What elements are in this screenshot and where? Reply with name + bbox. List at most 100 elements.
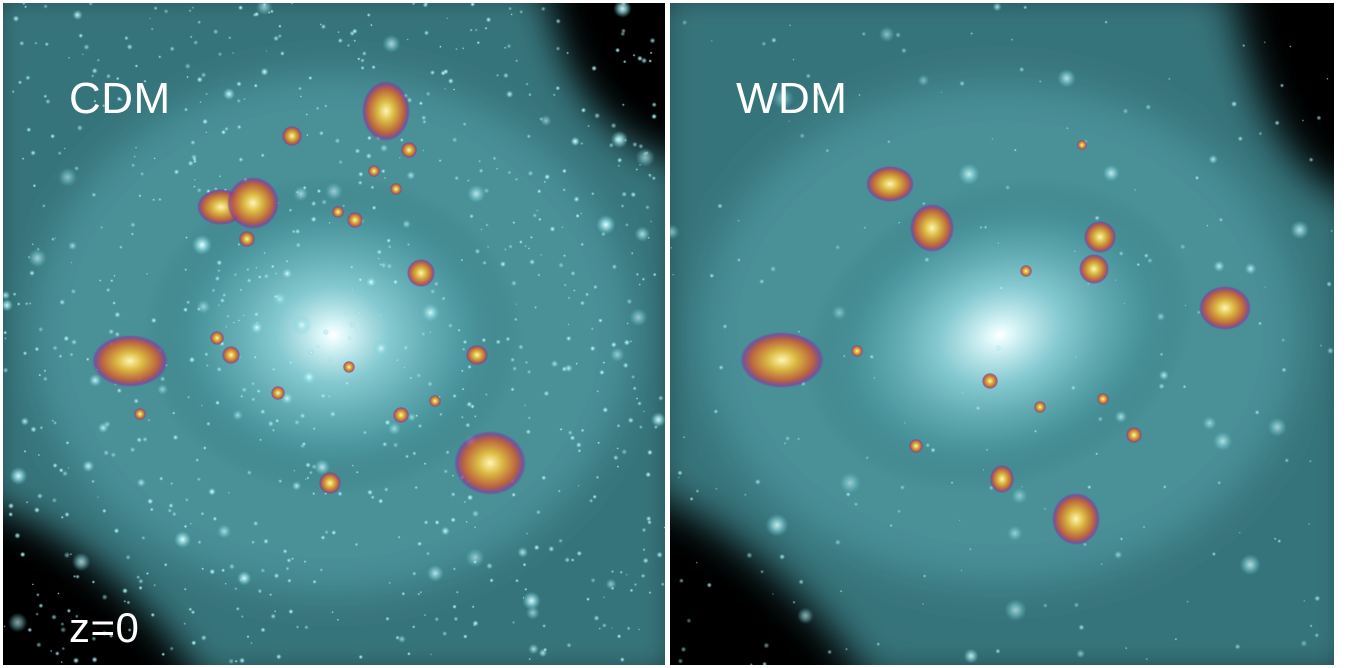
- subhalo-dot: [492, 156, 497, 161]
- subhalo-dot: [299, 95, 303, 98]
- subhalo-dot: [141, 535, 146, 541]
- wdm-density-map: [670, 3, 1334, 665]
- subhalo-dot: [277, 33, 283, 39]
- subhalo-dot: [626, 298, 633, 305]
- subhalo-dot: [616, 447, 619, 450]
- subhalo-dot: [27, 627, 33, 633]
- subhalo-dot: [371, 205, 377, 211]
- subhalo-dot: [41, 204, 46, 208]
- subhalo-dot: [357, 180, 363, 186]
- subhalo-dot: [1114, 550, 1123, 559]
- subhalo-dot: [256, 389, 261, 394]
- subhalo-dot: [204, 352, 209, 357]
- luminous-subhalo: [401, 142, 417, 158]
- subhalo-dot: [322, 329, 329, 336]
- subhalo-dot: [1186, 600, 1189, 603]
- subhalo-dot: [489, 578, 494, 583]
- subhalo-dot: [580, 141, 584, 146]
- subhalo-dot: [648, 173, 651, 176]
- subhalo-dot: [429, 69, 436, 76]
- subhalo-dot: [58, 354, 63, 359]
- subhalo-dot: [601, 622, 607, 629]
- luminous-subhalo: [1199, 286, 1251, 330]
- subhalo-dot: [138, 578, 144, 584]
- subhalo-dot: [831, 305, 847, 320]
- subhalo-dot: [138, 585, 143, 591]
- subhalo-dot: [580, 242, 585, 247]
- subhalo-dot: [60, 660, 63, 664]
- subhalo-dot: [256, 321, 259, 324]
- subhalo-dot: [610, 586, 615, 591]
- luminous-subhalo: [227, 177, 279, 229]
- subhalo-dot: [91, 192, 97, 198]
- subhalo-dot: [75, 574, 80, 579]
- subhalo-dot: [635, 147, 655, 167]
- subhalo-dot: [50, 133, 56, 139]
- subhalo-dot: [185, 236, 188, 240]
- subhalo-dot: [648, 591, 652, 595]
- subhalo-dot: [217, 268, 221, 273]
- subhalo-dot: [522, 596, 525, 599]
- subhalo-dot: [771, 37, 777, 44]
- subhalo-dot: [528, 92, 532, 97]
- subhalo-dot: [218, 304, 220, 307]
- subhalo-dot: [32, 183, 37, 188]
- subhalo-dot: [171, 511, 177, 517]
- subhalo-dot: [211, 288, 216, 293]
- subhalo-dot: [63, 147, 66, 150]
- subhalo-dot: [1005, 184, 1011, 191]
- subhalo-dot: [183, 587, 187, 591]
- subhalo-dot: [90, 479, 96, 484]
- subhalo-dot: [169, 646, 174, 651]
- subhalo-dot: [1218, 217, 1224, 223]
- subhalo-dot: [605, 578, 617, 590]
- subhalo-dot: [536, 209, 539, 212]
- subhalo-dot: [805, 73, 811, 79]
- subhalo-dot: [629, 588, 634, 593]
- subhalo-dot: [236, 81, 242, 87]
- subhalo-dot: [677, 470, 683, 476]
- subhalo-dot: [423, 30, 430, 36]
- subhalo-dot: [49, 649, 53, 653]
- subhalo-dot: [580, 428, 585, 433]
- subhalo-dot: [227, 491, 230, 494]
- subhalo-dot: [337, 31, 340, 34]
- luminous-subhalo: [1020, 265, 1032, 277]
- subhalo-dot: [452, 393, 457, 399]
- subhalo-dot: [8, 511, 14, 517]
- subhalo-dot: [157, 383, 168, 395]
- subhalo-dot: [610, 122, 617, 129]
- subhalo-dot: [288, 360, 293, 365]
- subhalo-dot: [190, 609, 196, 615]
- subhalo-dot: [796, 437, 801, 441]
- subhalo-dot: [336, 618, 340, 622]
- subhalo-dot: [91, 67, 98, 74]
- subhalo-dot: [96, 496, 100, 499]
- subhalo-dot: [670, 246, 673, 250]
- subhalo-dot: [288, 208, 293, 213]
- subhalo-dot: [81, 53, 85, 56]
- subhalo-dot: [293, 186, 309, 202]
- subhalo-dot: [577, 484, 580, 487]
- subhalo-dot: [586, 597, 590, 602]
- subhalo-dot: [992, 3, 1002, 12]
- subhalo-dot: [329, 410, 336, 418]
- subhalo-dot: [184, 497, 190, 503]
- subhalo-dot: [714, 487, 718, 491]
- subhalo-dot: [580, 107, 587, 113]
- subhalo-dot: [259, 438, 262, 442]
- subhalo-dot: [170, 482, 174, 486]
- subhalo-dot: [51, 419, 55, 423]
- subhalo-dot: [228, 563, 235, 570]
- subhalo-dot: [1159, 352, 1164, 357]
- subhalo-dot: [31, 583, 34, 586]
- subhalo-dot: [1182, 384, 1187, 389]
- subhalo-dot: [1019, 66, 1025, 73]
- subhalo-dot: [226, 314, 231, 319]
- subhalo-dot: [460, 369, 464, 373]
- subhalo-dot: [1007, 525, 1023, 542]
- subhalo-dot: [242, 314, 245, 317]
- subhalo-dot: [218, 175, 222, 178]
- subhalo-dot: [615, 47, 621, 53]
- subhalo-dot: [527, 416, 532, 420]
